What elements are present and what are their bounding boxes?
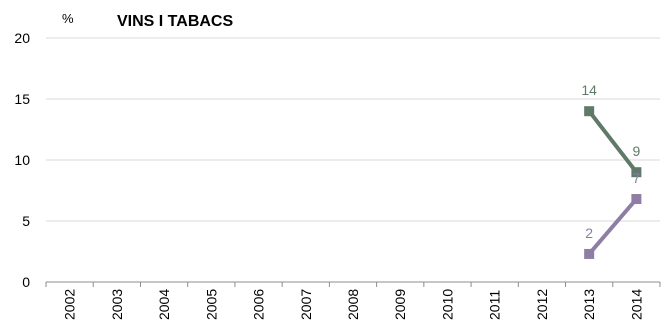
chart-title: VINS I TABACS [117,13,233,30]
gridlines [46,37,660,222]
x-tick-label: 2006 [251,289,267,320]
data-label: 2 [585,225,593,241]
x-tick-label: 2010 [439,289,455,320]
y-tick-label: 10 [14,152,30,168]
x-tick-label: 2002 [62,289,78,320]
y-tick-label: 20 [14,30,30,46]
x-tick-label: 2005 [203,289,219,320]
x-axis: 2002 2003 2004 2005 2006 2007 2008 2009 2010 2011… [45,281,661,320]
series-line-segment [587,197,639,256]
x-tick-label: 2007 [298,289,314,320]
y-tick-label: 0 [22,274,30,290]
data-label: 14 [581,82,597,98]
x-tick-label: 2013 [581,289,597,320]
y-axis: 0 5 10 15 20 [14,30,30,290]
x-tick-label: 2008 [345,289,361,320]
x-tick-label: 2012 [534,289,550,320]
series-2: 27 [584,170,642,259]
y-unit-label: % [62,11,74,26]
y-tick-label: 15 [14,91,30,107]
data-point-marker [584,106,595,117]
data-point-marker [584,248,595,259]
data-label: 9 [632,143,640,159]
x-tick-label: 2014 [628,289,644,320]
x-tick-label: 2004 [156,289,172,320]
y-tick-label: 5 [22,213,30,229]
x-tick-label: 2009 [392,289,408,320]
series-line-segment [587,109,639,175]
data-label: 7 [632,170,640,186]
x-tick-label: 2011 [487,290,503,320]
data-point-marker [631,167,642,178]
x-tick-label: 2003 [109,289,125,320]
data-point-marker [631,194,642,205]
series-1: 14 9 [581,82,642,178]
